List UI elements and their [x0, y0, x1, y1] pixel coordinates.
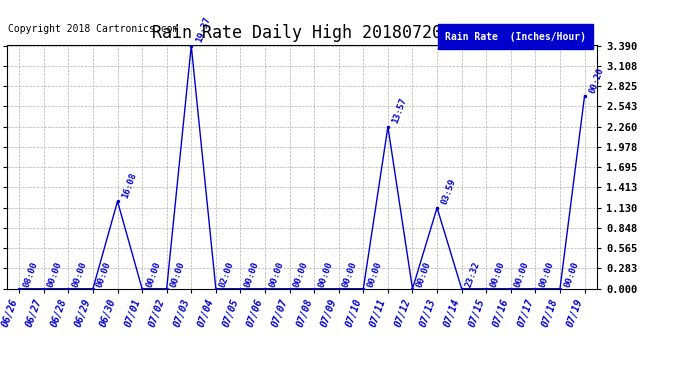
Text: 00:00: 00:00 — [538, 260, 555, 289]
Text: 16:08: 16:08 — [121, 171, 138, 200]
Text: Copyright 2018 Cartronics.com: Copyright 2018 Cartronics.com — [8, 24, 179, 34]
Text: 00:00: 00:00 — [71, 260, 88, 289]
Text: 00:00: 00:00 — [46, 260, 64, 289]
Text: 00:00: 00:00 — [243, 260, 261, 289]
Text: 00:00: 00:00 — [366, 260, 384, 289]
Text: 00:00: 00:00 — [292, 260, 310, 289]
Text: 03:59: 03:59 — [440, 178, 457, 206]
Text: Rain Rate  (Inches/Hour): Rain Rate (Inches/Hour) — [445, 32, 586, 42]
Text: 00:00: 00:00 — [415, 260, 433, 289]
Text: 00:00: 00:00 — [95, 260, 113, 289]
Text: 13:57: 13:57 — [391, 97, 408, 125]
Text: 19:37: 19:37 — [194, 16, 212, 44]
Text: 00:00: 00:00 — [145, 260, 162, 289]
Text: 08:00: 08:00 — [21, 260, 39, 289]
Text: 00:00: 00:00 — [268, 260, 285, 289]
Text: 02:00: 02:00 — [218, 260, 236, 289]
Text: 00:00: 00:00 — [341, 260, 359, 289]
Text: 00:00: 00:00 — [317, 260, 334, 289]
Text: 00:00: 00:00 — [489, 260, 506, 289]
Text: 00:00: 00:00 — [562, 260, 580, 289]
Text: 00:00: 00:00 — [169, 260, 187, 289]
Text: 23:32: 23:32 — [464, 260, 482, 289]
Text: 00:00: 00:00 — [513, 260, 531, 289]
Text: 00:20: 00:20 — [587, 66, 605, 94]
Text: Rain Rate Daily High 20180720: Rain Rate Daily High 20180720 — [152, 24, 442, 42]
